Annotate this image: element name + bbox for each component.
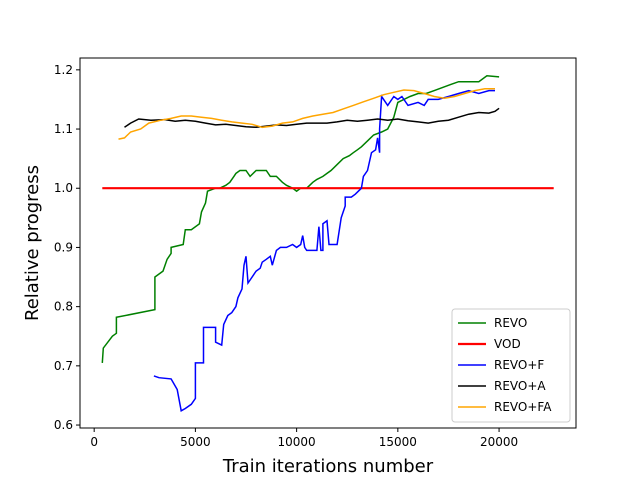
y-tick-label: 0.8 xyxy=(54,300,73,314)
legend-label-revo-plus-a: REVO+A xyxy=(494,379,546,393)
x-tick-label: 10000 xyxy=(278,435,316,449)
legend-label-revo-plus-f: REVO+F xyxy=(494,358,544,372)
plot-frame xyxy=(79,57,577,429)
y-tick-label: 0.7 xyxy=(54,359,73,373)
x-tick-label: 0 xyxy=(90,435,98,449)
x-tick-label: 20000 xyxy=(480,435,518,449)
x-tick-label: 15000 xyxy=(379,435,417,449)
y-axis-ticks: 0.6 0.7 0.8 0.9 1.0 1.1 1.2 xyxy=(54,63,80,432)
legend-label-vod: VOD xyxy=(494,337,521,351)
legend-label-revo-plus-fa: REVO+FA xyxy=(494,400,552,414)
series-line-revo-plus-a xyxy=(124,107,500,129)
series-line-revo-plus-fa xyxy=(118,88,495,140)
series-line-revo xyxy=(101,75,500,363)
legend-box xyxy=(451,308,571,423)
legend: REVO VOD REVO+F REVO+A REVO+FA xyxy=(451,308,571,423)
y-axis-title: Relative progress xyxy=(22,165,43,321)
x-tick-label: 5000 xyxy=(180,435,211,449)
y-tick-label: 0.9 xyxy=(54,240,73,254)
series-layer xyxy=(101,75,554,412)
legend-label-revo: REVO xyxy=(494,316,527,330)
y-tick-label: 1.1 xyxy=(54,122,73,136)
x-axis-ticks: 0 5000 10000 15000 20000 xyxy=(90,428,518,449)
y-tick-label: 1.0 xyxy=(54,181,73,195)
x-axis-title: Train iterations number xyxy=(222,456,434,477)
y-tick-label: 1.2 xyxy=(54,63,73,77)
series-line-revo-plus-f xyxy=(153,89,495,412)
y-tick-label: 0.6 xyxy=(54,418,73,432)
